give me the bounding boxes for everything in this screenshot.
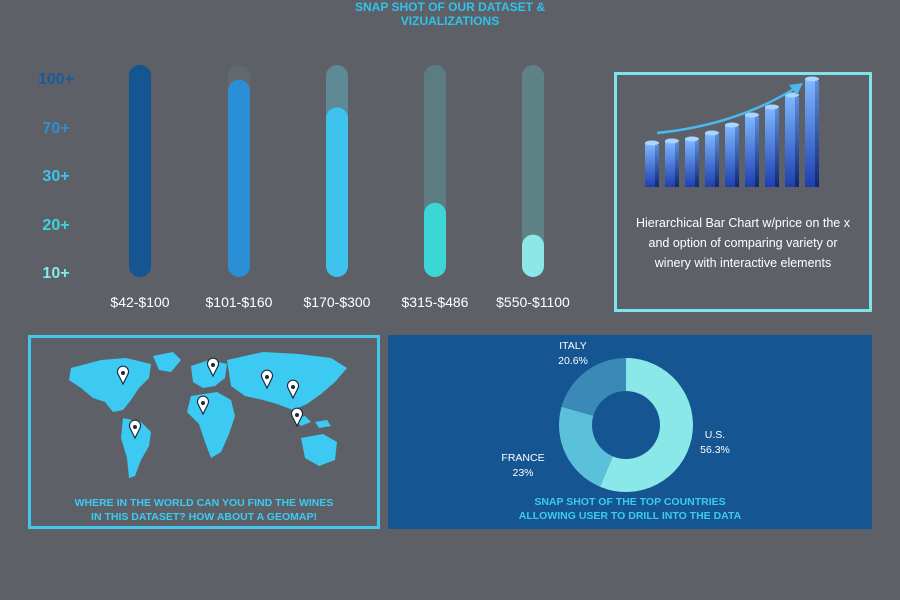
map-pin-icon-5 [196,395,210,416]
slice-label-us: U.S. 56.3% [690,428,740,458]
map-pin-dot-3 [265,375,269,379]
top-countries-caption-line2: ALLOWING USER TO DRILL INTO THE DATA [518,510,742,522]
price-category-label-4: $315-$486 [402,294,469,310]
growth-bar-7 [765,107,775,187]
growth-bar-1 [645,143,655,187]
growth-bar-6 [745,115,755,187]
growth-bar-top-8 [785,92,799,98]
price-bar-5 [522,234,544,277]
geomap-card: WHERE IN THE WORLD CAN YOU FIND THE WINE… [28,335,380,529]
growth-bar-side-5 [735,127,739,187]
growth-bar-4 [705,133,715,187]
growth-bar-9 [805,79,815,187]
price-bar-4 [424,202,446,277]
growth-bar-top-9 [805,76,819,82]
price-category-label-2: $101-$160 [206,294,273,310]
slice-label-france: FRANCE 23% [493,451,553,481]
growth-bar-side-9 [815,81,819,187]
geomap-caption: WHERE IN THE WORLD CAN YOU FIND THE WINE… [31,496,377,524]
bar-chart-description: Hierarchical Bar Chart w/price on the x … [636,216,850,270]
growth-bar-8 [785,95,795,187]
donut-slice-france [559,406,613,487]
slice-label-us-name: U.S. [704,429,726,441]
world-map-icon [69,352,347,478]
slice-label-italy-name: ITALY [559,340,587,352]
price-category-label-3: $170-$300 [304,294,371,310]
page-title-line2: VIZUALIZATIONS [400,14,500,28]
growth-bar-chart-icon [645,76,819,187]
price-range-chart: $42-$100 $101-$160 $170-$300 $315-$486 $550-… [38,65,570,310]
price-category-label-1: $42-$100 [110,294,169,310]
growth-bar-3 [685,139,695,187]
growth-bar-top-3 [685,136,699,142]
slice-label-france-name: FRANCE [501,452,545,464]
growth-bar-top-6 [745,112,759,118]
geomap-caption-line1: WHERE IN THE WORLD CAN YOU FIND THE WINE… [74,497,334,509]
geomap-caption-line2: IN THIS DATASET? HOW ABOUT A GEOMAP! [91,511,317,523]
donut-slice-italy [561,358,626,416]
price-tick-label-4: 20+ [42,217,69,234]
price-bar-1 [129,65,151,277]
growth-bar-top-4 [705,130,719,136]
growth-bar-top-7 [765,104,779,110]
growth-bar-side-3 [695,141,699,187]
slice-label-italy-value: 20.6% [558,355,588,367]
map-pin-dot-7 [295,413,299,417]
top-countries-caption-line1: SNAP SHOT OF THE TOP COUNTRIES [534,496,726,508]
map-pin-dot-2 [211,363,215,367]
price-bar-2 [228,79,250,277]
map-pin-icon-7 [290,407,304,428]
map-pin-icon-4 [286,379,300,400]
price-tick-label-3: 30+ [42,168,69,185]
growth-bar-top-2 [665,138,679,144]
growth-bar-top-1 [645,140,659,146]
map-pin-dot-4 [291,385,295,389]
page-title: SNAP SHOT OF OUR DATASET & VIZUALIZATION… [250,0,650,28]
top-countries-card: U.S. 56.3% FRANCE 23% ITALY 20.6% SNAP S… [388,335,872,529]
price-category-label-5: $550-$1100 [496,294,570,310]
donut-slice-us [599,358,693,492]
price-bar-track-5 [522,65,544,277]
top-countries-caption: SNAP SHOT OF THE TOP COUNTRIES ALLOWING … [388,495,872,523]
slice-label-us-value: 56.3% [700,444,730,456]
top-countries-donut [559,358,693,492]
price-tick-label-5: 10+ [42,265,69,282]
slice-label-italy: ITALY 20.6% [548,339,598,369]
growth-bar-side-1 [655,145,659,187]
growth-bar-side-6 [755,117,759,187]
price-bar-3 [326,107,348,278]
map-pin-icon-2 [206,357,220,378]
slice-label-france-value: 23% [512,467,534,479]
growth-bar-side-7 [775,109,779,187]
map-pin-dot-6 [133,425,137,429]
page-title-line1: SNAP SHOT OF OUR DATASET & [354,0,545,14]
growth-bar-2 [665,141,675,187]
growth-bar-top-5 [725,122,739,128]
growth-bar-side-2 [675,143,679,187]
growth-bar-side-8 [795,97,799,187]
growth-bar-side-4 [715,135,719,187]
bar-chart-card: Hierarchical Bar Chart w/price on the x … [614,72,872,312]
map-pin-icon-1 [116,365,130,386]
growth-bar-5 [725,125,735,187]
price-tick-label-2: 70+ [42,120,69,137]
map-pin-dot-5 [201,401,205,405]
map-pin-dot-1 [121,371,125,375]
map-pin-icon-3 [260,369,274,390]
price-tick-label-1: 100+ [38,71,74,88]
map-pin-icon-6 [128,419,142,440]
